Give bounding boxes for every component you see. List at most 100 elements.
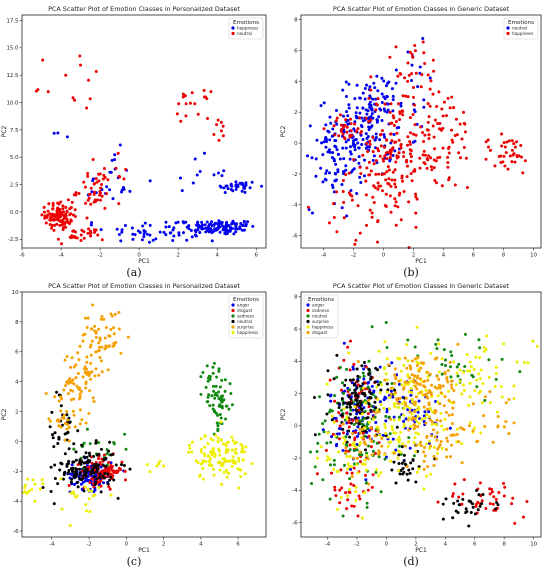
point-disgust — [380, 436, 384, 440]
point-neutral — [384, 84, 388, 88]
point-neutral — [46, 90, 50, 94]
point-happiness — [426, 158, 430, 162]
point-neutral — [179, 119, 183, 123]
point-surprise — [94, 335, 98, 339]
point-neutral — [306, 154, 309, 158]
point-surprise — [84, 380, 88, 384]
point-disgust — [403, 403, 407, 407]
point-neutral — [341, 381, 345, 385]
point-happiness — [507, 139, 511, 143]
point-surprise — [362, 360, 366, 364]
legend-entry-sadness: sadness — [237, 314, 254, 319]
point-happiness — [429, 79, 433, 83]
legend-marker-disgust — [306, 330, 310, 335]
point-sadness — [230, 403, 234, 407]
point-neutral — [347, 103, 351, 107]
point-happiness — [41, 482, 45, 486]
point-happiness — [396, 205, 400, 209]
point-happiness — [413, 169, 417, 173]
point-happiness — [60, 507, 64, 511]
point-happiness — [351, 442, 355, 446]
caption-a: (a) — [126, 266, 142, 279]
point-happiness — [430, 422, 434, 426]
point-happiness — [374, 159, 378, 163]
point-disgust — [420, 361, 424, 365]
point-happiness — [387, 182, 391, 186]
point-neutral — [63, 452, 67, 456]
point-happiness — [231, 219, 235, 223]
y-tick-label: 6 — [294, 327, 298, 333]
legend-marker-surprise — [306, 319, 310, 324]
point-happiness — [429, 165, 433, 169]
point-surprise — [74, 376, 78, 380]
legend-entry-neutral: neutral — [237, 31, 252, 36]
point-happiness — [519, 143, 523, 147]
point-neutral — [391, 154, 395, 158]
legend-title: Emotions — [308, 297, 334, 303]
point-disgust — [482, 414, 486, 418]
point-neutral — [335, 148, 339, 152]
y-tick-label: 0.0 — [10, 210, 19, 216]
point-disgust — [442, 404, 446, 408]
point-happiness — [394, 45, 398, 49]
point-disgust — [350, 474, 354, 478]
point-happiness — [358, 231, 362, 235]
point-sadness — [491, 502, 495, 506]
point-happiness — [504, 151, 508, 155]
point-happiness — [33, 499, 37, 503]
point-sadness — [339, 468, 343, 472]
point-surprise — [62, 388, 66, 392]
point-happiness — [411, 55, 415, 59]
point-happiness — [479, 389, 483, 393]
point-happiness — [219, 420, 223, 424]
point-happiness — [356, 204, 360, 208]
point-happiness — [398, 71, 402, 75]
point-neutral — [368, 85, 372, 89]
point-neutral — [107, 449, 111, 453]
point-anger — [378, 400, 382, 404]
point-happiness — [429, 156, 433, 160]
point-surprise — [392, 460, 396, 464]
point-sadness — [513, 521, 517, 525]
point-disgust — [380, 444, 384, 448]
point-neutral — [391, 94, 395, 98]
point-happiness — [385, 390, 389, 394]
point-neutral — [114, 463, 118, 467]
point-disgust — [439, 439, 443, 443]
point-happiness — [427, 415, 431, 419]
point-surprise — [126, 335, 130, 339]
point-disgust — [422, 467, 426, 471]
point-happiness — [371, 195, 375, 199]
point-happiness — [503, 164, 507, 168]
point-happiness — [437, 127, 441, 131]
point-sadness — [72, 447, 76, 451]
point-happiness — [437, 370, 441, 374]
point-happiness — [119, 239, 123, 243]
point-anger — [390, 361, 394, 365]
point-happiness — [420, 73, 424, 77]
legend-marker-neutral — [306, 314, 310, 318]
point-neutral — [217, 138, 221, 142]
point-happiness — [402, 154, 406, 158]
point-neutral — [327, 148, 331, 152]
point-sadness — [356, 514, 360, 518]
point-disgust — [107, 460, 111, 464]
point-sadness — [521, 515, 525, 519]
point-happiness — [335, 116, 339, 120]
point-disgust — [358, 450, 362, 454]
point-neutral — [358, 111, 362, 115]
point-neutral — [357, 453, 361, 457]
point-surprise — [340, 414, 344, 418]
point-surprise — [367, 368, 371, 372]
point-happiness — [386, 165, 390, 169]
point-happiness — [201, 227, 205, 231]
points-c — [22, 303, 254, 528]
point-anger — [355, 434, 359, 438]
point-disgust — [418, 377, 422, 381]
point-neutral — [329, 121, 333, 125]
point-surprise — [369, 377, 373, 381]
point-anger — [334, 416, 338, 420]
point-happiness — [335, 190, 339, 194]
point-surprise — [354, 408, 358, 412]
point-sadness — [210, 394, 214, 398]
